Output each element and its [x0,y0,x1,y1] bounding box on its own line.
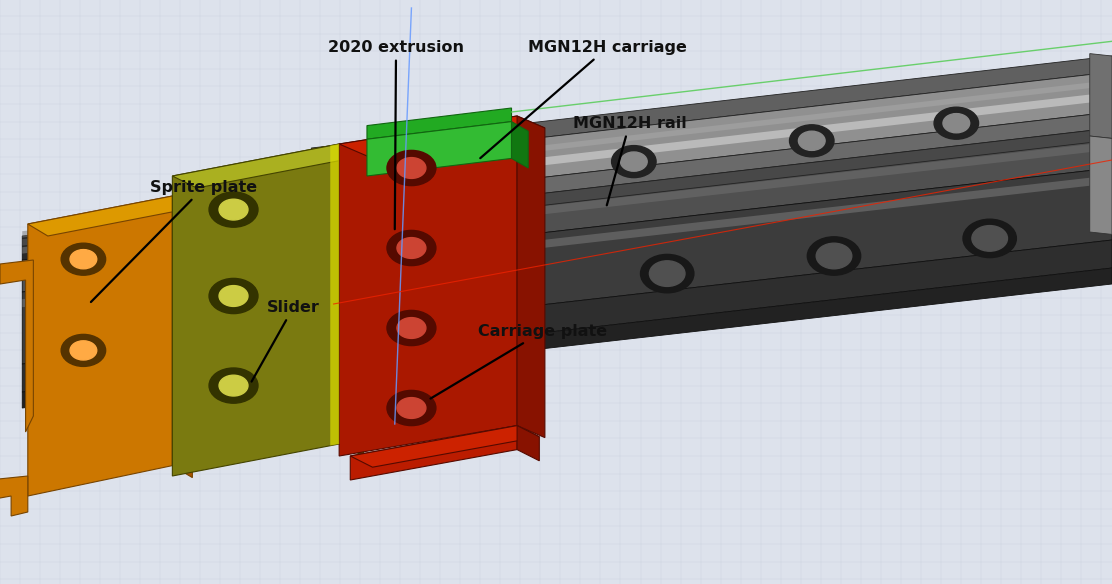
Circle shape [397,158,426,178]
Circle shape [649,261,685,286]
Circle shape [963,219,1016,258]
Circle shape [209,192,258,227]
Circle shape [387,390,436,426]
Polygon shape [22,103,1112,238]
Polygon shape [339,116,545,156]
Polygon shape [311,112,1112,220]
Circle shape [209,279,258,314]
Text: Sprite plate: Sprite plate [91,180,257,302]
Polygon shape [22,108,1112,260]
Circle shape [61,335,106,366]
Polygon shape [330,144,339,446]
Text: MGN12H rail: MGN12H rail [573,116,686,206]
Polygon shape [350,426,517,480]
Polygon shape [28,196,172,496]
Circle shape [219,375,248,396]
Circle shape [397,398,426,418]
Circle shape [972,225,1007,251]
Circle shape [70,341,97,360]
Polygon shape [367,121,512,176]
Circle shape [387,311,436,346]
Polygon shape [367,108,512,139]
Polygon shape [339,116,517,456]
Circle shape [943,114,970,133]
Circle shape [641,255,694,293]
Polygon shape [28,196,192,236]
Circle shape [209,368,258,403]
Circle shape [463,273,516,311]
Circle shape [816,243,852,269]
Polygon shape [0,260,33,432]
Polygon shape [311,80,1112,178]
Polygon shape [350,426,539,467]
Polygon shape [311,72,1112,204]
Polygon shape [1090,136,1112,234]
Polygon shape [339,144,364,456]
Text: 2020 extrusion: 2020 extrusion [328,40,464,230]
Text: Carriage plate: Carriage plate [430,324,607,398]
Polygon shape [172,144,339,476]
Polygon shape [22,111,1112,246]
Polygon shape [1090,54,1112,138]
Polygon shape [172,196,192,478]
Circle shape [934,107,979,139]
Polygon shape [22,268,1112,408]
Circle shape [790,125,834,157]
Circle shape [397,238,426,258]
Polygon shape [311,56,1112,164]
Circle shape [61,243,106,275]
Circle shape [620,152,647,171]
Circle shape [294,298,329,323]
Circle shape [70,249,97,269]
Polygon shape [22,240,1112,392]
Polygon shape [22,141,1112,273]
Polygon shape [311,92,1112,192]
Polygon shape [22,175,1112,307]
Circle shape [387,151,436,186]
Circle shape [397,318,426,338]
Circle shape [612,145,656,178]
Polygon shape [512,121,528,168]
Text: Slider: Slider [251,300,320,381]
Polygon shape [22,119,1112,253]
Circle shape [285,291,338,329]
Circle shape [471,279,507,305]
Polygon shape [22,132,1112,292]
Polygon shape [0,476,28,516]
Text: MGN12H carriage: MGN12H carriage [480,40,687,158]
Polygon shape [517,426,539,461]
Circle shape [219,199,248,220]
Circle shape [798,131,825,151]
Polygon shape [172,144,364,188]
Circle shape [807,237,861,275]
Polygon shape [517,116,545,437]
Polygon shape [311,128,1112,232]
Circle shape [387,231,436,266]
Circle shape [219,286,248,307]
Polygon shape [22,168,1112,364]
